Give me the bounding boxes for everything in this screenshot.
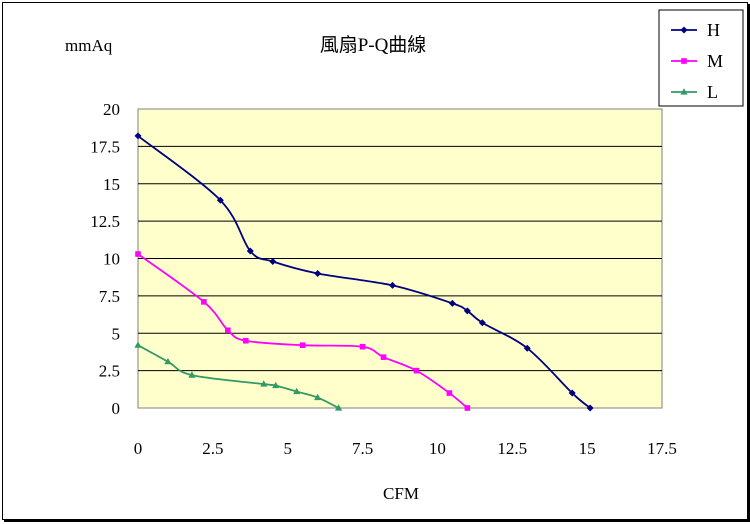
legend-label: H <box>707 20 720 40</box>
data-point <box>680 88 688 95</box>
legend-item-l: L <box>671 82 718 102</box>
data-point <box>478 319 486 327</box>
y-axis-label: mmAq <box>65 36 113 55</box>
data-point <box>225 327 231 334</box>
data-point <box>135 251 141 257</box>
x-tick-label: 10 <box>429 439 446 458</box>
x-axis-label: CFM <box>383 484 419 503</box>
y-tick-label: 0 <box>112 399 121 418</box>
y-tick-label: 17.5 <box>90 137 120 156</box>
y-tick-label: 15 <box>103 175 120 194</box>
data-point <box>335 404 343 411</box>
legend-label: L <box>707 82 718 102</box>
data-point <box>389 281 397 289</box>
y-tick-label: 2.5 <box>99 362 120 381</box>
x-tick-label: 5 <box>283 439 292 458</box>
data-point <box>464 405 471 411</box>
pq-curve-chart: 0 2.5 5 7.5 10 12.5 15 17.5 20 0 2.5 5 7.5 10 12.5 15 1… <box>65 9 744 503</box>
chart-title: 風扇P-Q曲線 <box>320 34 427 56</box>
grid-lines <box>138 145 662 372</box>
data-point <box>260 380 268 387</box>
data-point <box>314 269 322 277</box>
x-tick-label: 12.5 <box>497 439 527 458</box>
data-point <box>380 354 387 360</box>
data-point <box>463 307 471 315</box>
data-point <box>314 393 322 401</box>
data-point <box>242 337 249 344</box>
data-point <box>680 26 688 34</box>
y-tick-label: 7.5 <box>99 287 120 306</box>
data-point <box>134 132 142 140</box>
data-point <box>681 58 687 64</box>
data-point <box>446 390 453 396</box>
legend-label: M <box>707 51 723 71</box>
data-point <box>272 381 280 389</box>
y-tick-label: 12.5 <box>90 212 120 231</box>
data-point <box>359 343 366 350</box>
series-l <box>134 341 343 411</box>
legend-box <box>658 9 744 107</box>
legend-item-m: M <box>671 51 723 71</box>
data-point <box>164 357 172 365</box>
data-point <box>568 389 576 397</box>
data-point <box>188 371 196 378</box>
series-line <box>137 253 468 409</box>
x-tick-label: 15 <box>579 439 596 458</box>
data-point <box>413 367 420 374</box>
data-point <box>246 247 254 255</box>
legend-item-h: H <box>671 20 720 40</box>
x-axis-ticks: 0 2.5 5 7.5 10 12.5 15 17.5 <box>134 439 677 458</box>
y-tick-label: 5 <box>112 324 121 343</box>
data-point <box>201 299 207 305</box>
data-point <box>523 344 531 352</box>
x-tick-label: 17.5 <box>647 439 677 458</box>
legend: HML <box>658 9 744 107</box>
data-point <box>448 299 456 307</box>
data-point <box>269 257 277 265</box>
y-tick-label: 10 <box>103 250 120 269</box>
series-h <box>134 132 594 412</box>
data-point <box>293 387 301 395</box>
data-point <box>299 342 306 349</box>
y-tick-label: 20 <box>103 100 120 119</box>
x-tick-label: 7.5 <box>352 439 373 458</box>
data-point <box>586 404 594 412</box>
x-tick-label: 0 <box>134 439 143 458</box>
data-point <box>134 341 142 348</box>
y-axis-ticks: 0 2.5 5 7.5 10 12.5 15 17.5 20 <box>90 100 120 418</box>
data-point <box>216 196 224 204</box>
legend-items: HML <box>671 20 723 102</box>
series-m <box>135 251 471 411</box>
x-tick-label: 2.5 <box>202 439 223 458</box>
series-group <box>134 132 594 412</box>
